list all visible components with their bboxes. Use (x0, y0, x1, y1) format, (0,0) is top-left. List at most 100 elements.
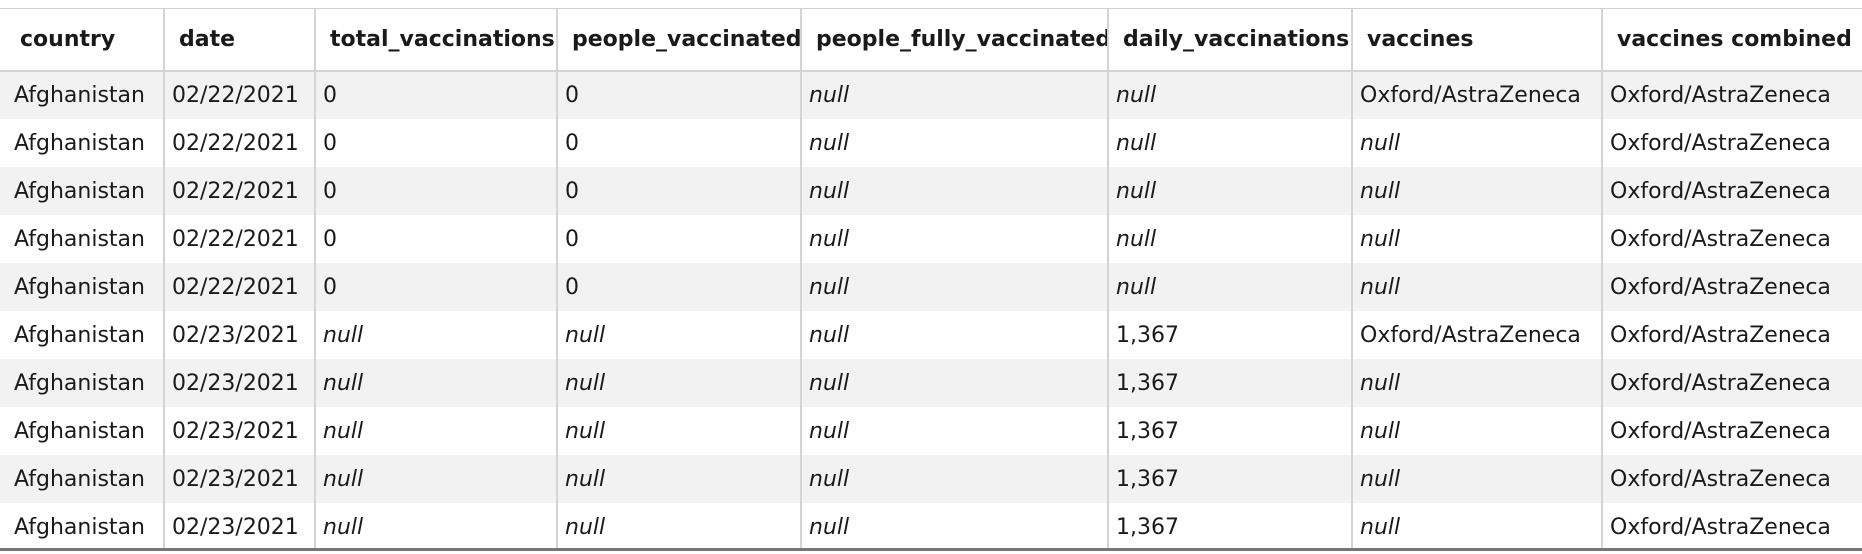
cell-country[interactable]: Afghanistan (0, 71, 165, 119)
column-header-people-fully-vaccinated[interactable]: people_fully_vaccinated (801, 9, 1109, 72)
column-header-people-vaccinated[interactable]: people_vaccinated (557, 9, 802, 72)
cell-daily-vaccinations[interactable]: null (1108, 119, 1353, 167)
column-header-daily-vaccinations[interactable]: daily_vaccinations (1108, 9, 1353, 72)
cell-date[interactable]: 02/22/2021 (164, 119, 316, 167)
cell-vaccines-combined[interactable]: Oxford/AstraZeneca (1602, 503, 1862, 548)
cell-people-fully-vaccinated[interactable]: null (801, 503, 1109, 548)
cell-people-vaccinated[interactable]: null (557, 503, 802, 548)
cell-country[interactable]: Afghanistan (0, 119, 165, 167)
table-row: Afghanistan 02/22/2021 0 0 null null null Oxfor… (0, 263, 1862, 311)
cell-vaccines[interactable]: null (1352, 215, 1603, 263)
cell-people-vaccinated[interactable]: 0 (557, 215, 802, 263)
cell-date[interactable]: 02/23/2021 (164, 503, 316, 548)
table-row: Afghanistan 02/23/2021 null null null 1,367 Ox… (0, 311, 1862, 359)
table-row: Afghanistan 02/22/2021 0 0 null null null Oxfor… (0, 119, 1862, 167)
cell-people-fully-vaccinated[interactable]: null (801, 311, 1109, 359)
cell-people-vaccinated[interactable]: 0 (557, 71, 802, 119)
cell-daily-vaccinations[interactable]: null (1108, 71, 1353, 119)
column-header-vaccines-combined[interactable]: vaccines combined (1602, 9, 1862, 72)
cell-country[interactable]: Afghanistan (0, 455, 165, 503)
cell-vaccines-combined[interactable]: Oxford/AstraZeneca (1602, 71, 1862, 119)
cell-vaccines-combined[interactable]: Oxford/AstraZeneca (1602, 455, 1862, 503)
cell-people-fully-vaccinated[interactable]: null (801, 119, 1109, 167)
cell-date[interactable]: 02/22/2021 (164, 215, 316, 263)
cell-total-vaccinations[interactable]: null (315, 455, 558, 503)
cell-daily-vaccinations[interactable]: null (1108, 215, 1353, 263)
cell-vaccines-combined[interactable]: Oxford/AstraZeneca (1602, 311, 1862, 359)
column-header-date[interactable]: date (164, 9, 316, 72)
cell-vaccines[interactable]: Oxford/AstraZeneca (1352, 311, 1603, 359)
cell-date[interactable]: 02/22/2021 (164, 167, 316, 215)
column-header-vaccines[interactable]: vaccines (1352, 9, 1603, 72)
table-row: Afghanistan 02/22/2021 0 0 null null null Oxfor… (0, 167, 1862, 215)
cell-vaccines[interactable]: null (1352, 455, 1603, 503)
cell-country[interactable]: Afghanistan (0, 407, 165, 455)
table-row: Afghanistan 02/23/2021 null null null 1,367 nu… (0, 359, 1862, 407)
cell-vaccines[interactable]: null (1352, 119, 1603, 167)
cell-date[interactable]: 02/23/2021 (164, 359, 316, 407)
cell-total-vaccinations[interactable]: 0 (315, 215, 558, 263)
cell-people-vaccinated[interactable]: null (557, 407, 802, 455)
cell-total-vaccinations[interactable]: null (315, 407, 558, 455)
cell-vaccines[interactable]: null (1352, 167, 1603, 215)
cell-country[interactable]: Afghanistan (0, 503, 165, 548)
cell-date[interactable]: 02/23/2021 (164, 311, 316, 359)
cell-date[interactable]: 02/23/2021 (164, 455, 316, 503)
cell-date[interactable]: 02/22/2021 (164, 263, 316, 311)
cell-vaccines-combined[interactable]: Oxford/AstraZeneca (1602, 119, 1862, 167)
cell-country[interactable]: Afghanistan (0, 263, 165, 311)
column-header-country[interactable]: country (0, 9, 165, 72)
cell-vaccines-combined[interactable]: Oxford/AstraZeneca (1602, 407, 1862, 455)
cell-daily-vaccinations[interactable]: null (1108, 167, 1353, 215)
cell-daily-vaccinations[interactable]: null (1108, 263, 1353, 311)
cell-people-fully-vaccinated[interactable]: null (801, 167, 1109, 215)
cell-people-vaccinated[interactable]: 0 (557, 119, 802, 167)
cell-total-vaccinations[interactable]: 0 (315, 71, 558, 119)
cell-vaccines-combined[interactable]: Oxford/AstraZeneca (1602, 215, 1862, 263)
cell-vaccines-combined[interactable]: Oxford/AstraZeneca (1602, 167, 1862, 215)
cell-daily-vaccinations[interactable]: 1,367 (1108, 503, 1353, 548)
cell-date[interactable]: 02/23/2021 (164, 407, 316, 455)
column-header-total-vaccinations[interactable]: total_vaccinations (315, 9, 558, 72)
cell-vaccines-combined[interactable]: Oxford/AstraZeneca (1602, 359, 1862, 407)
cell-country[interactable]: Afghanistan (0, 215, 165, 263)
cell-daily-vaccinations[interactable]: 1,367 (1108, 407, 1353, 455)
cell-vaccines[interactable]: null (1352, 503, 1603, 548)
data-table: country date total_vaccinations people_v… (0, 9, 1862, 548)
cell-people-vaccinated[interactable]: 0 (557, 167, 802, 215)
cell-vaccines[interactable]: Oxford/AstraZeneca (1352, 71, 1603, 119)
cell-people-vaccinated[interactable]: null (557, 455, 802, 503)
table-row: Afghanistan 02/22/2021 0 0 null null null Oxfor… (0, 215, 1862, 263)
cell-country[interactable]: Afghanistan (0, 167, 165, 215)
cell-people-fully-vaccinated[interactable]: null (801, 71, 1109, 119)
cell-vaccines[interactable]: null (1352, 263, 1603, 311)
cell-vaccines[interactable]: null (1352, 359, 1603, 407)
cell-total-vaccinations[interactable]: null (315, 311, 558, 359)
cell-people-fully-vaccinated[interactable]: null (801, 359, 1109, 407)
table-row: Afghanistan 02/23/2021 null null null 1,367 nu… (0, 407, 1862, 455)
cell-people-fully-vaccinated[interactable]: null (801, 407, 1109, 455)
cell-vaccines-combined[interactable]: Oxford/AstraZeneca (1602, 263, 1862, 311)
cell-date[interactable]: 02/22/2021 (164, 71, 316, 119)
cell-people-fully-vaccinated[interactable]: null (801, 215, 1109, 263)
cell-people-vaccinated[interactable]: null (557, 359, 802, 407)
table-row: Afghanistan 02/22/2021 0 0 null null Oxford/As… (0, 71, 1862, 119)
cell-daily-vaccinations[interactable]: 1,367 (1108, 359, 1353, 407)
cell-total-vaccinations[interactable]: null (315, 503, 558, 548)
table-row: Afghanistan 02/23/2021 null null null 1,367 nu… (0, 455, 1862, 503)
cell-daily-vaccinations[interactable]: 1,367 (1108, 455, 1353, 503)
cell-people-fully-vaccinated[interactable]: null (801, 263, 1109, 311)
header-row: country date total_vaccinations people_v… (0, 9, 1862, 72)
cell-total-vaccinations[interactable]: null (315, 359, 558, 407)
cell-country[interactable]: Afghanistan (0, 311, 165, 359)
cell-total-vaccinations[interactable]: 0 (315, 119, 558, 167)
cell-daily-vaccinations[interactable]: 1,367 (1108, 311, 1353, 359)
cell-total-vaccinations[interactable]: 0 (315, 263, 558, 311)
cell-people-vaccinated[interactable]: 0 (557, 263, 802, 311)
cell-total-vaccinations[interactable]: 0 (315, 167, 558, 215)
cell-vaccines[interactable]: null (1352, 407, 1603, 455)
table-row: Afghanistan 02/23/2021 null null null 1,367 nu… (0, 503, 1862, 548)
cell-people-vaccinated[interactable]: null (557, 311, 802, 359)
cell-country[interactable]: Afghanistan (0, 359, 165, 407)
cell-people-fully-vaccinated[interactable]: null (801, 455, 1109, 503)
